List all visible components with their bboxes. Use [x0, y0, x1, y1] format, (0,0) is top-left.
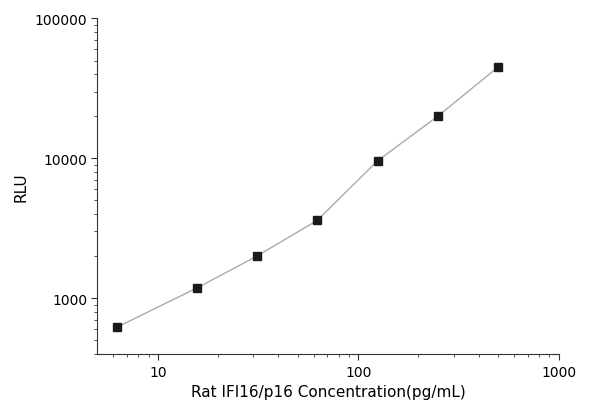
Y-axis label: RLU: RLU	[14, 172, 29, 202]
X-axis label: Rat IFI16/p16 Concentration(pg/mL): Rat IFI16/p16 Concentration(pg/mL)	[191, 384, 466, 399]
